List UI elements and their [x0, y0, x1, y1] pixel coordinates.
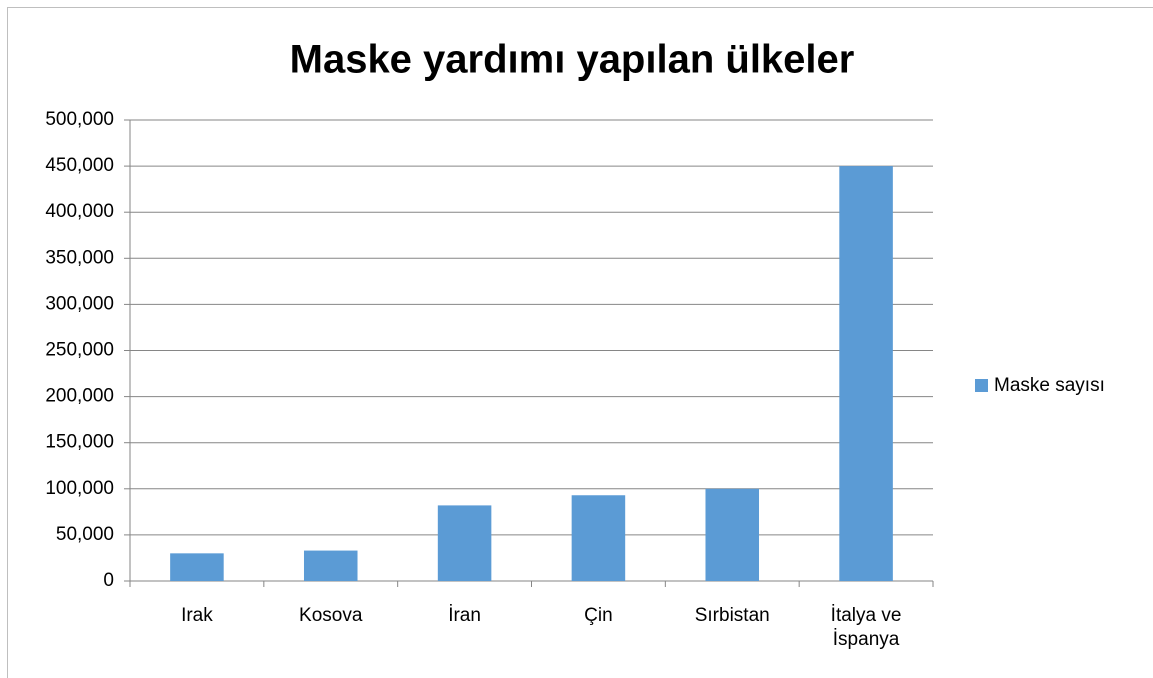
x-tick-label: Irak [181, 605, 213, 626]
y-tick-label: 400,000 [45, 201, 114, 222]
y-tick-label: 0 [103, 570, 114, 591]
y-tick-label: 300,000 [45, 293, 114, 314]
x-tick-label: Çin [584, 605, 613, 626]
bar [571, 495, 626, 581]
x-tick-label: Sırbistan [694, 605, 770, 626]
bar [705, 488, 760, 581]
bar [170, 553, 224, 581]
legend-swatch [975, 379, 988, 392]
bar [839, 166, 893, 581]
y-tick-label: 100,000 [45, 478, 114, 499]
y-tick-label: 500,000 [45, 109, 114, 130]
y-tick-label: 450,000 [45, 155, 114, 176]
chart-border [7, 7, 1153, 678]
x-tick-label: İtalya ve İspanya [830, 605, 902, 650]
x-tick-label: İran [448, 605, 481, 626]
bar [303, 550, 358, 581]
chart-title: Maske yardımı yapılan ülkeler [290, 38, 855, 82]
y-tick-label: 150,000 [45, 432, 114, 453]
legend-label: Maske sayısı [994, 375, 1105, 396]
y-tick-label: 350,000 [45, 247, 114, 268]
bar [437, 505, 492, 581]
y-tick-label: 50,000 [56, 524, 114, 545]
y-tick-label: 250,000 [45, 340, 114, 361]
x-tick-label: Kosova [299, 605, 363, 626]
y-tick-label: 200,000 [45, 386, 114, 407]
